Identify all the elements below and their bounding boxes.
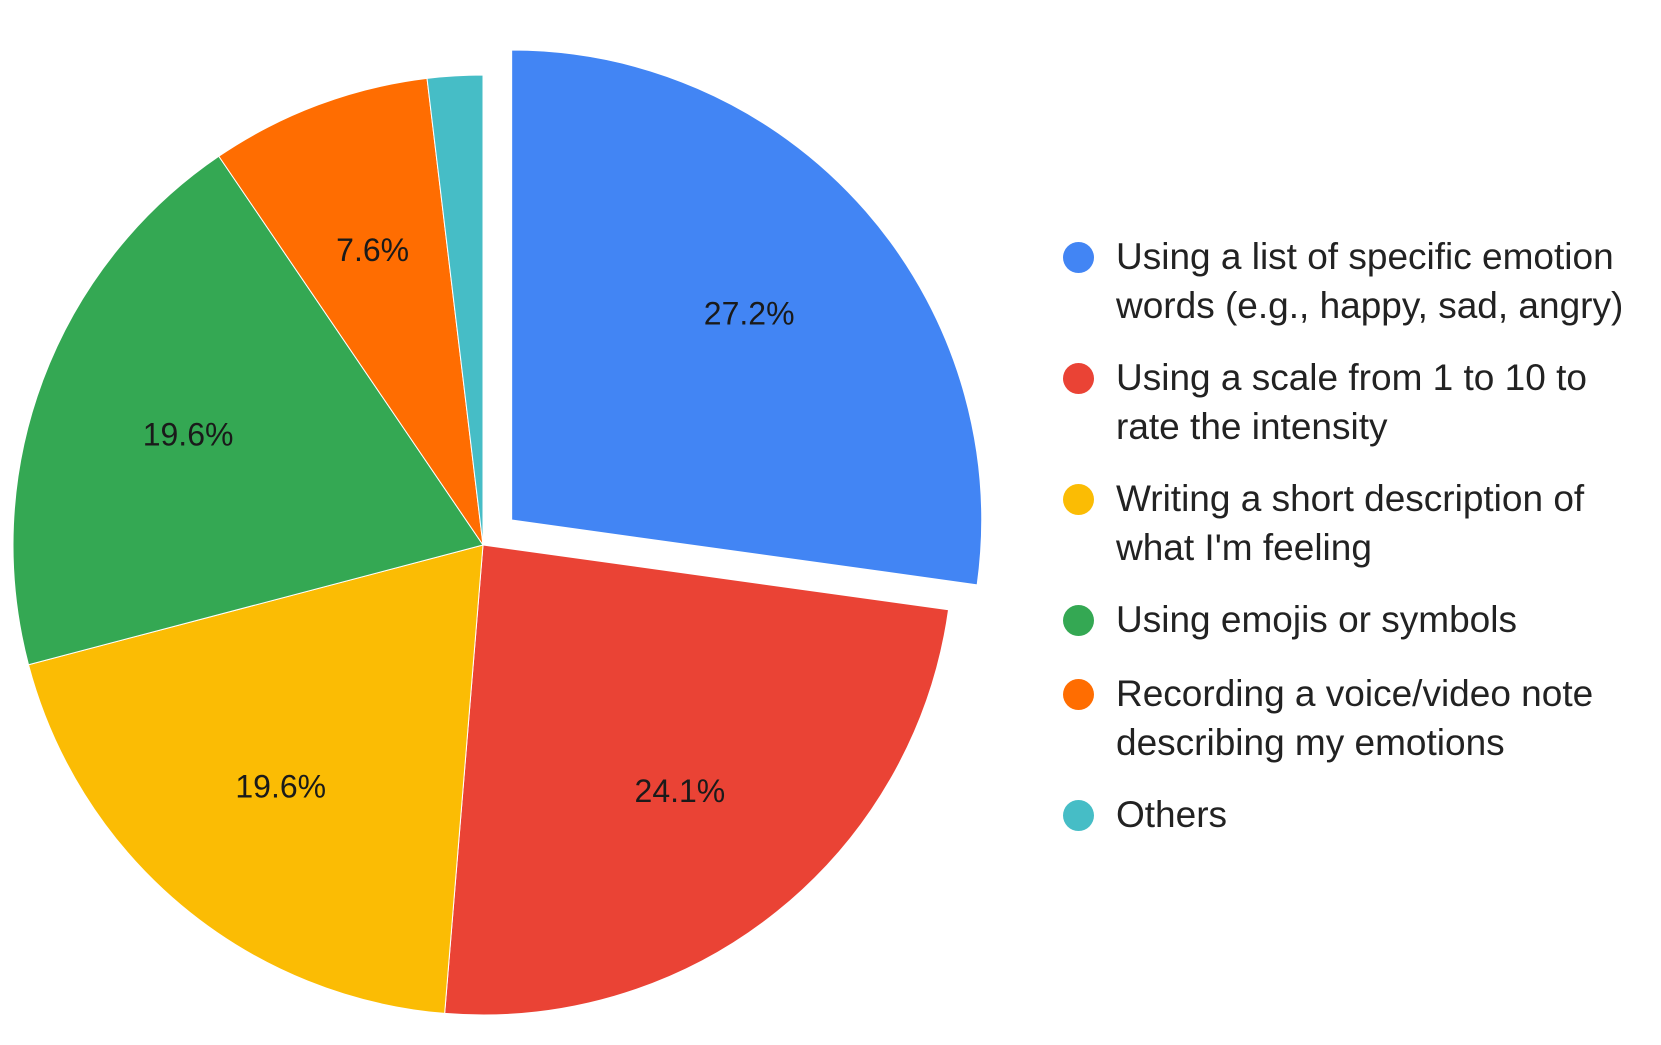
- legend-item: Others: [1063, 790, 1643, 839]
- pie-slice-1: [511, 49, 983, 586]
- pie-slice-4: [12, 155, 484, 666]
- pie-slice-2: [444, 544, 950, 1016]
- legend-marker: [1063, 484, 1094, 515]
- legend-label: Writing a short description of what I'm …: [1116, 478, 1585, 568]
- legend-marker: [1063, 242, 1094, 273]
- slice-value-label: 19.6%: [143, 417, 234, 453]
- slice-value-label: 7.6%: [336, 232, 409, 268]
- pie-slice-5: [218, 77, 484, 546]
- legend-label: Using a scale from 1 to 10 to rate the i…: [1116, 357, 1587, 447]
- legend-label: Using emojis or symbols: [1116, 599, 1517, 640]
- slice-value-label: 24.1%: [635, 773, 726, 809]
- legend-marker: [1063, 800, 1094, 831]
- legend-item: Using emojis or symbols: [1063, 595, 1643, 644]
- pie-slice-6: [426, 74, 484, 546]
- legend-label: Using a list of specific emotion words (…: [1116, 236, 1624, 326]
- legend-label: Others: [1116, 794, 1228, 835]
- legend-item: Using a scale from 1 to 10 to rate the i…: [1063, 353, 1643, 451]
- slice-value-label: 19.6%: [235, 768, 326, 804]
- legend-marker: [1063, 363, 1094, 394]
- pie-slices: [12, 49, 983, 1016]
- legend: Using a list of specific emotion words (…: [1063, 232, 1643, 862]
- slice-value-label: 27.2%: [704, 295, 795, 331]
- legend-item: Recording a voice/video note describing …: [1063, 669, 1643, 767]
- legend-marker: [1063, 679, 1094, 710]
- legend-label: Recording a voice/video note describing …: [1116, 673, 1594, 763]
- pie-slice-3: [27, 544, 484, 1014]
- legend-item: Using a list of specific emotion words (…: [1063, 232, 1643, 330]
- pie-labels: 27.2% 24.1% 19.6% 19.6% 7.6%: [143, 232, 795, 809]
- legend-marker: [1063, 605, 1094, 636]
- legend-item: Writing a short description of what I'm …: [1063, 474, 1643, 572]
